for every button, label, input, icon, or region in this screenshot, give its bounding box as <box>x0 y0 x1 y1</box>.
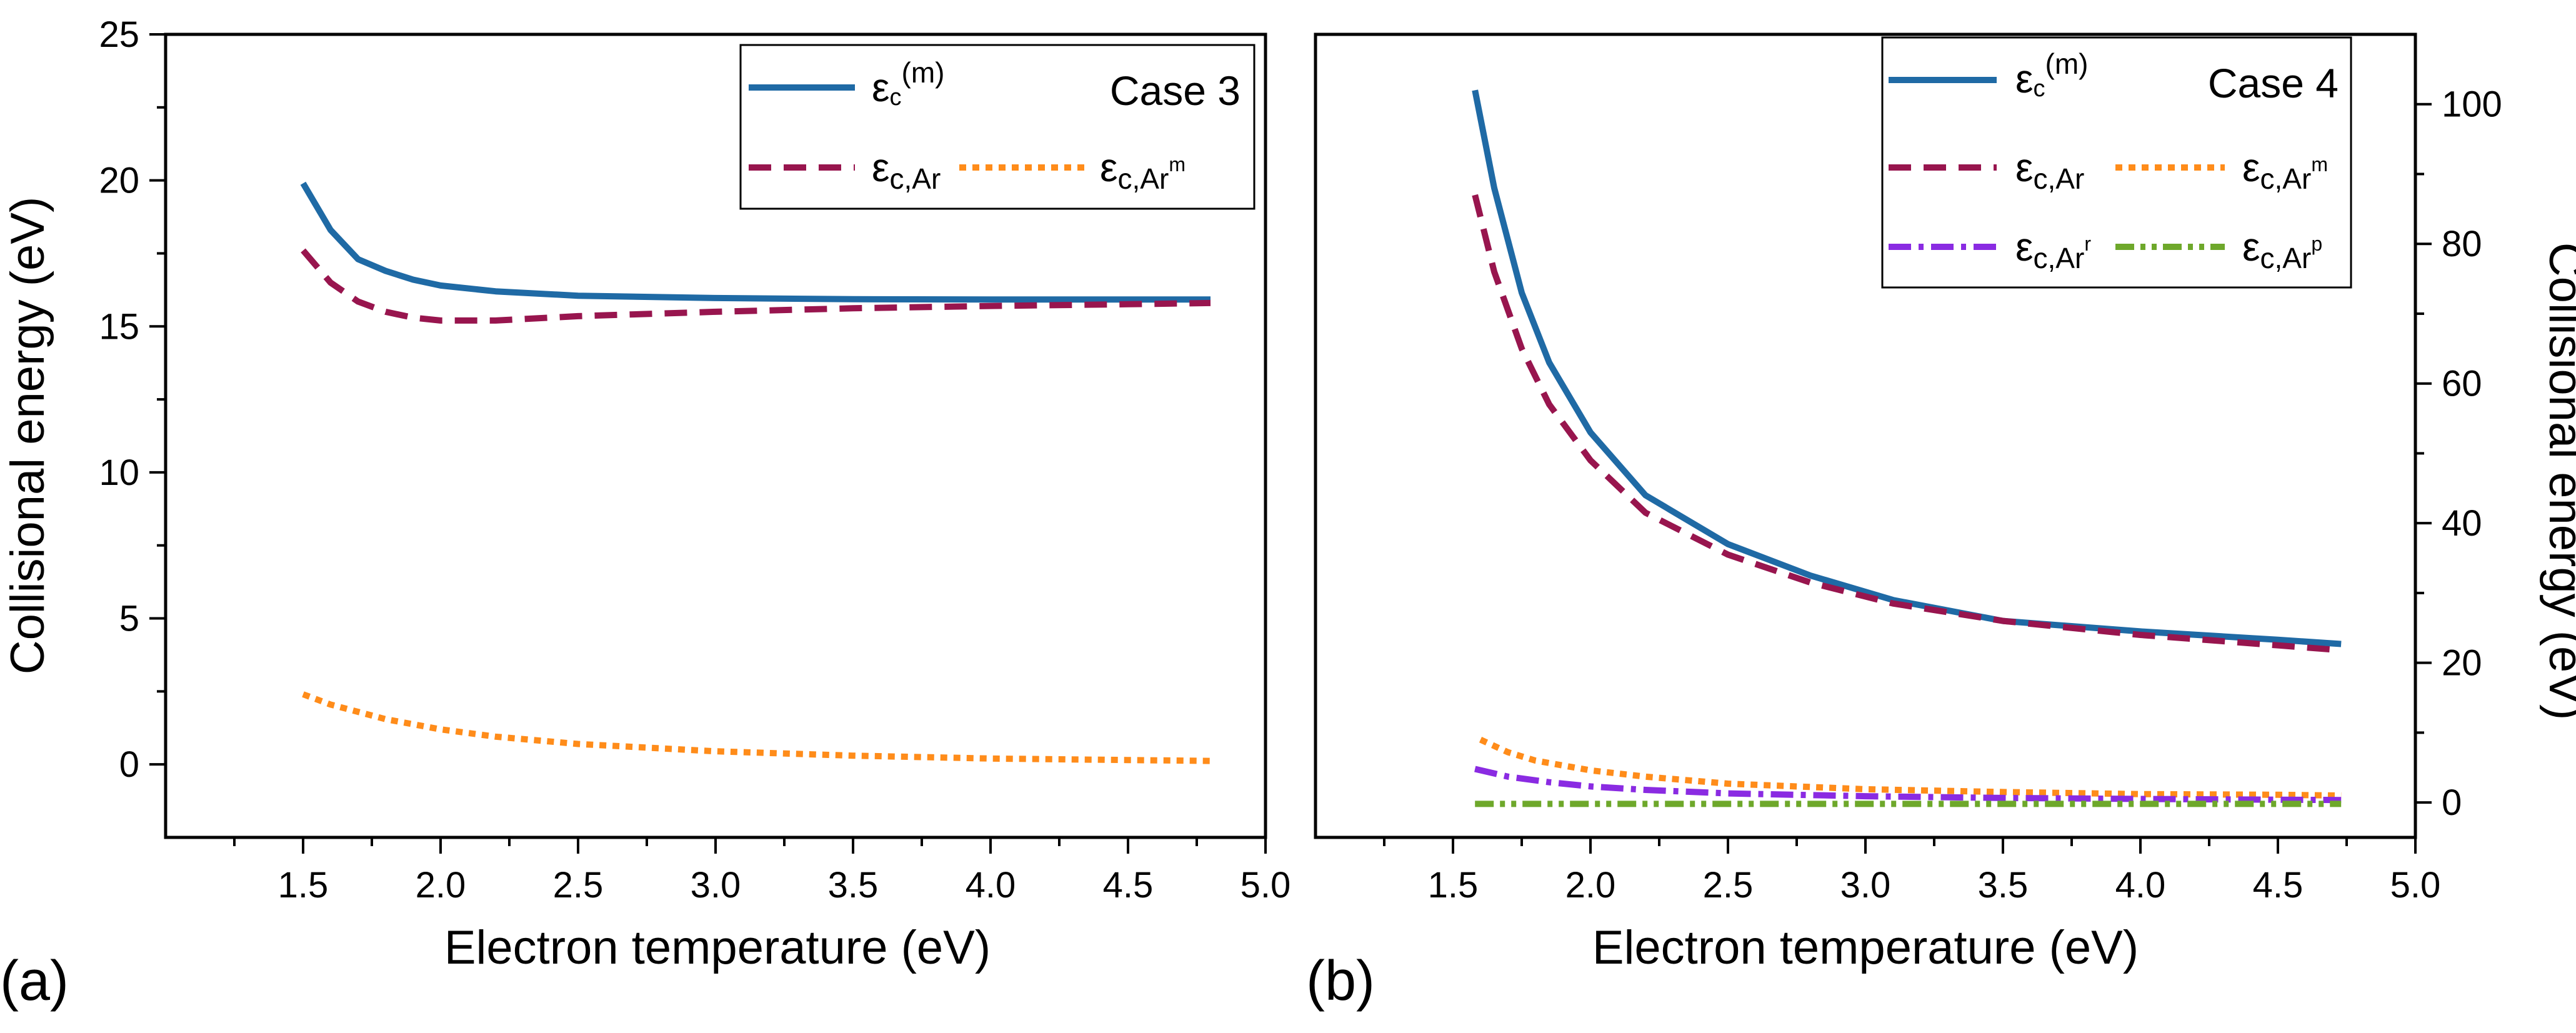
panel-b-legend-label-eps-arm: εc,Arm <box>2242 145 2328 195</box>
panel-a-series-eps-arm-line <box>302 691 1211 764</box>
panel-b-xtick-label: 4.5 <box>2253 865 2304 906</box>
panel-a-ytick-label: 20 <box>99 161 139 201</box>
panel-b-xtick-label: 2.5 <box>1703 865 1754 906</box>
panel-a-xtick-label: 1.5 <box>278 865 329 906</box>
panel-b-panel-label: (b) <box>1306 950 1375 1012</box>
panel-b-xtick-label: 3.5 <box>1978 865 2029 906</box>
panel-b-xlabel: Electron temperature (eV) <box>1592 921 2139 974</box>
panel-b-ytick-label: 100 <box>2442 84 2502 125</box>
panel-a-ytick-label: 5 <box>119 599 139 639</box>
panel-a-series-group <box>300 181 1211 764</box>
panel-b-case-label: Case 4 <box>2208 60 2339 106</box>
panel-a-ticks: 1.5 2.0 2.5 3.0 3.5 4.0 4.5 5.0 0 5 10 15 20 25 <box>99 14 1290 906</box>
panel-a-chart: 1.5 2.0 2.5 3.0 3.5 4.0 4.5 5.0 0 5 10 15 20 25 Colli… <box>0 14 1290 1012</box>
panel-b-legend-label-eps-m: εc(m) <box>2015 47 2089 102</box>
panel-a-xtick-label: 4.0 <box>966 865 1016 906</box>
panel-b-legend-label-eps-arp: εc,Arp <box>2242 224 2322 274</box>
panel-a-xtick-label: 3.0 <box>691 865 741 906</box>
panel-b-ytick-label: 20 <box>2442 643 2482 684</box>
panel-a-legend-label-eps-arm: εc,Arm <box>1100 145 1186 195</box>
panel-a-series-eps-ar-line <box>301 248 1211 324</box>
panel-a-xtick-label: 2.5 <box>553 865 604 906</box>
panel-a-series-eps-m-line <box>300 181 1211 303</box>
panel-b-series-eps-arr-line <box>1474 766 2342 804</box>
panel-a-ytick-label: 10 <box>99 452 139 493</box>
panel-a-xtick-label: 5.0 <box>1241 865 1291 906</box>
panel-a-ylabel: Collisional energy (eV) <box>1 197 54 675</box>
panel-a-legend-label-eps-m: εc(m) <box>872 56 945 111</box>
panel-b-legend-label-eps-arr: εc,Arr <box>2015 224 2091 274</box>
panel-b-xtick-label: 3.0 <box>1840 865 1891 906</box>
panel-a-ytick-label: 15 <box>99 306 139 347</box>
panel-b-xtick-label: 1.5 <box>1428 865 1479 906</box>
panel-a-case-label: Case 3 <box>1110 67 1241 114</box>
panel-b-ytick-label: 80 <box>2442 224 2482 264</box>
panel-a-xtick-label: 4.5 <box>1103 865 1154 906</box>
panel-b-legend: εc(m) Case 4 εc,Ar εc,Arm εc,Arr εc,Arp <box>1881 36 2352 289</box>
panel-b-series-eps-arm-line <box>1479 737 2342 799</box>
panel-b-series-eps-m-line <box>1472 89 2342 647</box>
panel-a-ytick-label: 25 <box>99 14 139 55</box>
panel-b-xtick-label: 5.0 <box>2390 865 2441 906</box>
panel-b-xtick-label: 4.0 <box>2115 865 2166 906</box>
panel-b-chart: 1.5 2.0 2.5 3.0 3.5 4.0 4.5 5.0 0 20 40 60 80 100 Col… <box>1306 32 2576 1012</box>
panel-a-xlabel: Electron temperature (eV) <box>444 921 991 974</box>
panel-a-legend-label-eps-ar: εc,Ar <box>872 145 941 195</box>
panel-b-legend-label-eps-ar: εc,Ar <box>2015 145 2084 195</box>
panel-b-ylabel: Collisional energy (eV) <box>2539 242 2576 721</box>
panel-b-series-group <box>1472 89 2342 807</box>
panel-a-panel-label: (a) <box>0 950 69 1012</box>
panel-b-series-eps-ar-line <box>1472 194 2342 654</box>
panel-a-legend: εc(m) Case 3 εc,Ar εc,Arm <box>739 44 1256 210</box>
panel-a-ytick-label: 0 <box>119 744 139 785</box>
panel-b-ytick-label: 40 <box>2442 503 2482 544</box>
panel-a-legend-box <box>739 44 1256 210</box>
panel-a-xtick-label: 3.5 <box>828 865 879 906</box>
panel-b-ticks: 1.5 2.0 2.5 3.0 3.5 4.0 4.5 5.0 0 20 40 60 80 100 <box>1383 84 2502 906</box>
panel-b-xtick-label: 2.0 <box>1565 865 1616 906</box>
panel-b-ytick-label: 0 <box>2442 782 2462 823</box>
panel-a-xtick-label: 2.0 <box>416 865 466 906</box>
panel-b-ytick-label: 60 <box>2442 364 2482 404</box>
